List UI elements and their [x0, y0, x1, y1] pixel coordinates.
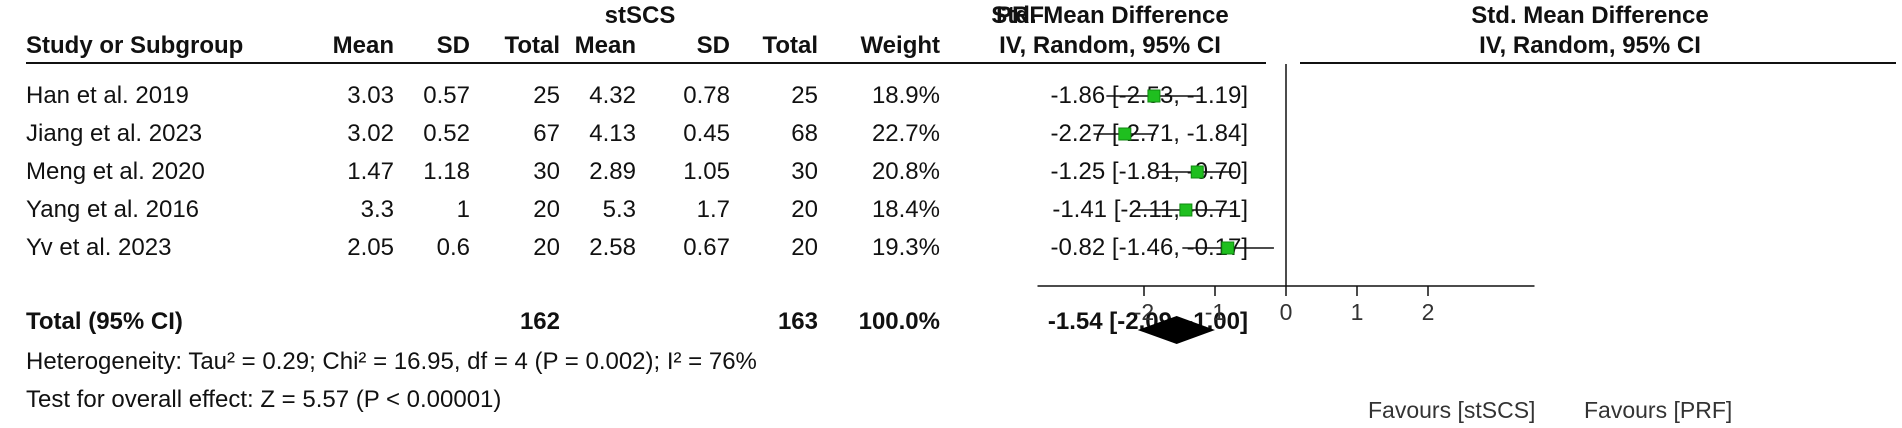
sd-prf: 0.45 [683, 120, 730, 147]
weight: 22.7% [871, 120, 940, 147]
study-name: Yang et al. 2016 [26, 196, 200, 223]
study-name: Yv et al. 2023 [26, 234, 172, 261]
weight: 20.8% [871, 158, 940, 185]
x-tick-label: 1 [1351, 299, 1364, 325]
column-header-study: Study or Subgroup [26, 32, 244, 59]
heterogeneity-text: Heterogeneity: Tau² = 0.29; Chi² = 16.95… [26, 348, 757, 375]
total-prf: 20 [791, 234, 818, 261]
weight: 19.3% [871, 234, 940, 261]
sd-prf: 0.78 [683, 82, 730, 109]
total-n-stscs: 162 [519, 308, 560, 335]
sd-prf: 1.7 [696, 196, 730, 223]
total-prf: 25 [791, 82, 818, 109]
mean-stscs: 1.47 [347, 158, 394, 185]
group-header-prf: PRF [996, 2, 1044, 29]
total-stscs: 30 [533, 158, 560, 185]
weight: 18.9% [871, 82, 940, 109]
mean-prf: 5.3 [602, 196, 636, 223]
study-point-estimate [1118, 127, 1132, 141]
column-header-mean1: Mean [332, 32, 394, 59]
total-stscs: 20 [533, 196, 560, 223]
group-header-plot: Std. Mean Difference [1471, 2, 1709, 29]
study-point-estimate [1147, 89, 1161, 103]
sd-prf: 0.67 [683, 234, 730, 261]
favours-left-label: Favours [stSCS] [1368, 397, 1536, 423]
favours-right-label: Favours [PRF] [1584, 397, 1733, 423]
mean-stscs: 2.05 [347, 234, 394, 261]
sd-stscs: 0.52 [423, 120, 470, 147]
total-stscs: 20 [533, 234, 560, 261]
mean-stscs: 3.02 [347, 120, 394, 147]
mean-prf: 2.89 [589, 158, 636, 185]
sd-stscs: 1 [456, 196, 470, 223]
column-header-mean2: Mean [574, 32, 636, 59]
group-header-stscs: stSCS [604, 2, 676, 29]
mean-prf: 4.32 [589, 82, 636, 109]
group-header-effect: Std. Mean Difference [991, 2, 1229, 29]
total-weight: 100.0% [858, 308, 940, 335]
total-stscs: 25 [533, 82, 560, 109]
study-point-estimate [1179, 203, 1193, 217]
column-header-weight: Weight [860, 32, 940, 59]
column-header-sd1: SD [436, 32, 470, 59]
mean-stscs: 3.3 [360, 196, 394, 223]
mean-stscs: 3.03 [347, 82, 394, 109]
x-tick-label: -2 [1134, 299, 1154, 325]
study-name: Han et al. 2019 [26, 82, 189, 109]
column-header-plot-ci: IV, Random, 95% CI [1479, 32, 1701, 59]
sd-prf: 1.05 [683, 158, 730, 185]
column-header-sd2: SD [696, 32, 730, 59]
x-tick-label: 0 [1280, 299, 1293, 325]
total-prf: 20 [791, 196, 818, 223]
mean-prf: 4.13 [589, 120, 636, 147]
study-name: Meng et al. 2020 [26, 158, 205, 185]
study-name: Jiang et al. 2023 [26, 120, 203, 147]
weight: 18.4% [871, 196, 940, 223]
plot-header-rule [1300, 62, 1896, 64]
total-prf: 68 [791, 120, 818, 147]
sd-stscs: 0.6 [436, 234, 470, 261]
total-label: Total (95% CI) [26, 308, 183, 335]
mean-prf: 2.58 [589, 234, 636, 261]
x-tick-label: -1 [1205, 299, 1225, 325]
header-rule [26, 62, 1266, 64]
study-point-estimate [1221, 241, 1235, 255]
overall-effect-text: Test for overall effect: Z = 5.57 (P < 0… [26, 386, 502, 413]
sd-stscs: 0.57 [423, 82, 470, 109]
column-header-total1: Total [504, 32, 560, 59]
total-stscs: 67 [533, 120, 560, 147]
pooled-effect-diamond [1137, 316, 1215, 344]
total-prf: 30 [791, 158, 818, 185]
x-tick-label: 2 [1422, 299, 1435, 325]
column-header-total2: Total [762, 32, 818, 59]
total-n-prf: 163 [777, 308, 818, 335]
column-header-ci: IV, Random, 95% CI [999, 32, 1221, 59]
sd-stscs: 1.18 [423, 158, 470, 185]
study-point-estimate [1190, 165, 1204, 179]
